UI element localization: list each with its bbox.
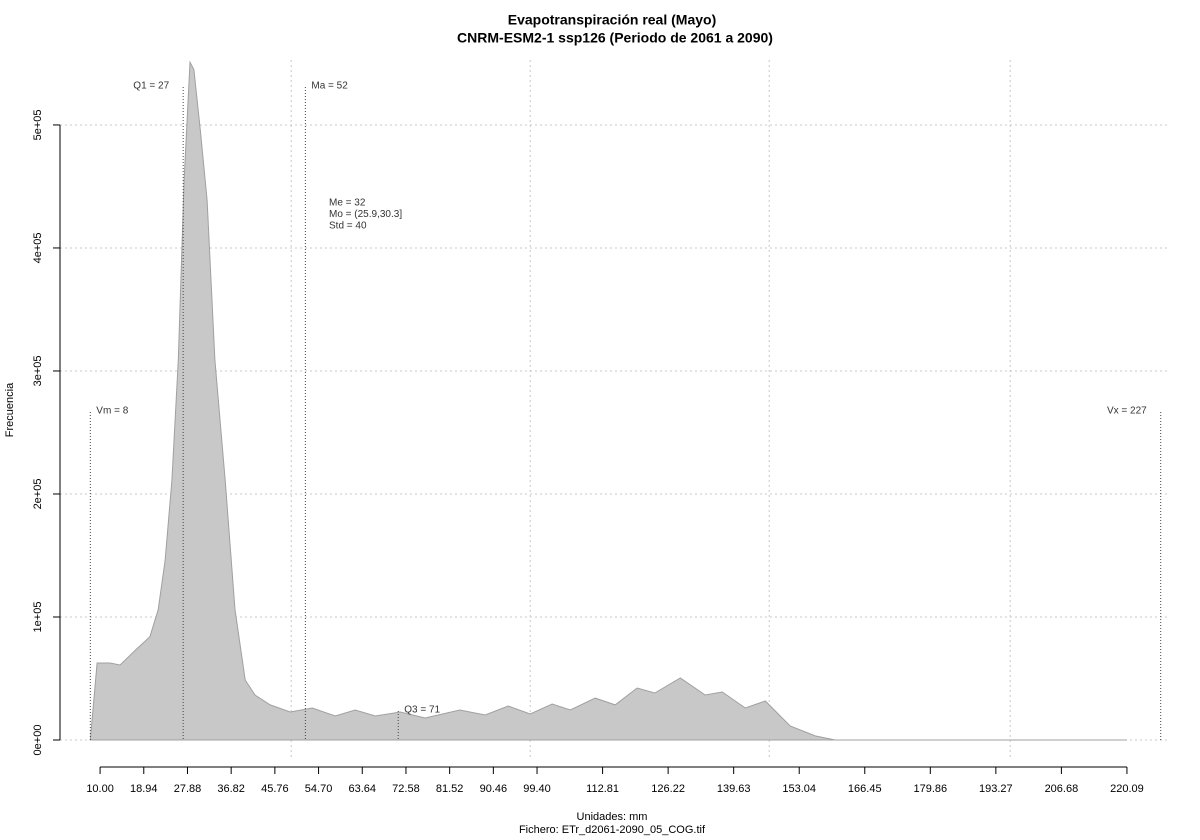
annotation-label: Q1 = 27 <box>133 81 169 92</box>
annotation-label: Vx = 227 <box>1107 406 1147 417</box>
y-tick-label: 5e+05 <box>32 109 44 140</box>
x-tick-label: 72.58 <box>392 783 420 795</box>
x-tick-label: 220.09 <box>1110 783 1144 795</box>
y-axis-label: Frecuencia <box>4 382 16 437</box>
x-tick-label: 54.70 <box>305 783 333 795</box>
annotation-label: Ma = 52 <box>311 81 348 92</box>
x-tick-label: 63.64 <box>348 783 376 795</box>
x-tick-label: 81.52 <box>436 783 464 795</box>
y-tick-label: 0e+00 <box>32 725 44 756</box>
x-tick-label: 139.63 <box>717 783 751 795</box>
x-tick-label: 193.27 <box>979 783 1013 795</box>
chart-subtitle: CNRM-ESM2-1 ssp126 (Periodo de 2061 a 20… <box>457 30 773 46</box>
chart-title: Evapotranspiración real (Mayo) <box>508 12 717 28</box>
annotation-label: Vm = 8 <box>96 406 128 417</box>
y-tick-label: 4e+05 <box>32 233 44 264</box>
x-tick-label: 27.88 <box>174 783 202 795</box>
x-tick-label: 90.46 <box>480 783 508 795</box>
caption: Fichero: ETr_d2061-2090_05_COG.tif <box>519 824 706 836</box>
density-area <box>89 60 1127 741</box>
x-tick-label: 99.40 <box>523 783 551 795</box>
x-axis-label: Unidades: mm <box>577 811 648 823</box>
x-tick-label: 166.45 <box>848 783 882 795</box>
y-tick-label: 1e+05 <box>32 602 44 633</box>
y-tick-label: 2e+05 <box>32 479 44 510</box>
x-tick-label: 206.68 <box>1045 783 1079 795</box>
x-tick-label: 36.82 <box>217 783 245 795</box>
stats-text: Mo = (25.9,30.3] <box>329 209 402 220</box>
x-tick-label: 45.76 <box>261 783 289 795</box>
y-tick-label: 3e+05 <box>32 356 44 387</box>
x-tick-label: 179.86 <box>913 783 947 795</box>
x-tick-label: 18.94 <box>130 783 158 795</box>
x-tick-label: 112.81 <box>586 783 619 795</box>
x-tick-label: 153.04 <box>782 783 816 795</box>
x-tick-label: 10.00 <box>86 783 114 795</box>
stats-text: Std = 40 <box>329 221 367 232</box>
annotation-label: Q3 = 71 <box>404 705 440 716</box>
stats-text: Me = 32 <box>329 198 366 209</box>
x-tick-label: 126.22 <box>651 783 685 795</box>
